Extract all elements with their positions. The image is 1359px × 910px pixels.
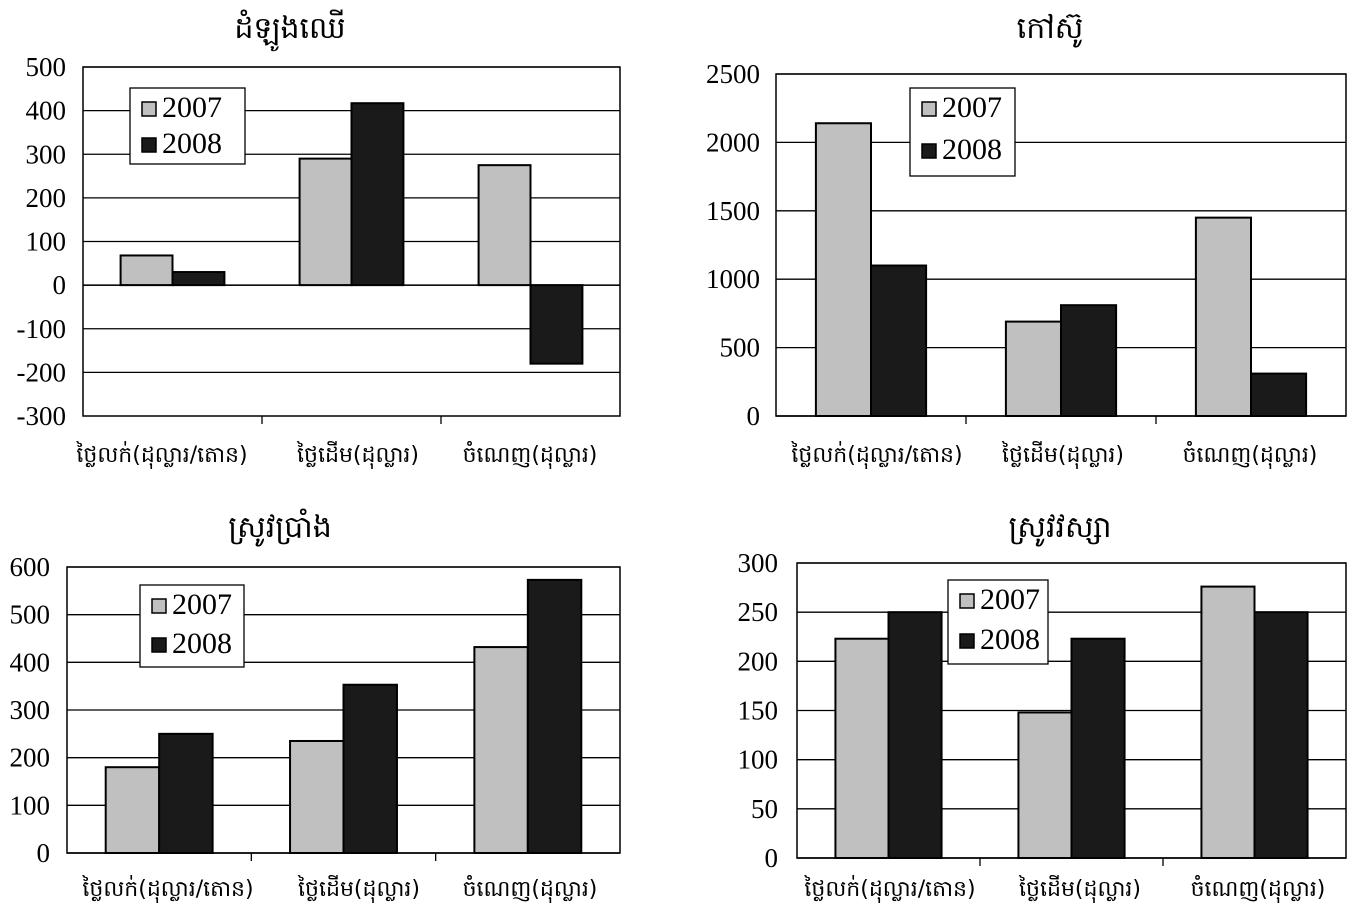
x-category-label: ចំណេញ(ដុល្លារ) <box>463 441 598 469</box>
bar-2008-cat2 <box>342 683 398 855</box>
bar-2008-cat3 <box>529 284 584 365</box>
bar-2008-cat1 <box>887 611 943 860</box>
bar-2008-cat3 <box>1250 372 1308 418</box>
y-tick-label: 0 <box>747 401 761 431</box>
bar-2007-cat3 <box>477 164 532 287</box>
y-tick-label: 2500 <box>706 59 760 89</box>
bar-2008-cat1 <box>870 264 928 417</box>
chart-title: ដំឡូងឈើ <box>234 9 345 52</box>
bar-2008-cat3 <box>1253 611 1309 860</box>
y-tick-label: 0 <box>37 838 51 868</box>
y-tick-label: 1500 <box>706 196 760 226</box>
x-category-label: ចំណេញ(ដុល្លារ) <box>1183 441 1318 469</box>
y-tick-label: -300 <box>17 401 67 431</box>
y-tick-label: 2000 <box>706 127 760 157</box>
legend-swatch-2008 <box>921 143 937 159</box>
bar-2008-cat2 <box>1070 637 1126 860</box>
y-tick-label: 0 <box>765 843 779 873</box>
bar-2007-cat2 <box>1017 711 1073 860</box>
legend-label: 2007 <box>172 588 232 621</box>
bar-2007-cat3 <box>1194 216 1253 417</box>
y-tick-label: 400 <box>26 96 67 126</box>
legend-swatch-2007 <box>959 593 975 609</box>
bar-2007-cat1 <box>104 766 161 855</box>
y-tick-label: 500 <box>720 333 761 363</box>
y-tick-label: 500 <box>10 600 51 630</box>
chart-title: ស្រូវវស្សា <box>1008 510 1111 547</box>
bar-2007-cat2 <box>1004 320 1063 417</box>
y-tick-label: 100 <box>738 745 779 775</box>
bar-2008-cat2 <box>1060 304 1118 417</box>
bar-2008-cat1 <box>158 732 214 854</box>
legend-label: 2008 <box>942 133 1002 166</box>
y-tick-label: 100 <box>26 227 67 257</box>
y-tick-label: -100 <box>17 314 67 344</box>
bar-2007-cat1 <box>814 122 873 418</box>
bar-2008-cat2 <box>350 102 405 287</box>
chart-title: ស្រូវប្រាំង <box>228 508 332 547</box>
y-tick-label: 200 <box>10 743 51 773</box>
bar-2008-cat3 <box>526 578 583 854</box>
y-tick-label: 200 <box>738 646 779 676</box>
legend-swatch-2008 <box>959 633 975 649</box>
legend-swatch-2007 <box>921 101 937 117</box>
bar-2007-cat3 <box>473 646 529 855</box>
legend-label: 2007 <box>980 583 1040 616</box>
bar-2007-cat3 <box>1200 585 1256 859</box>
y-tick-label: 150 <box>738 696 779 726</box>
x-category-label: ចំណេញ(ដុល្លារ) <box>1191 875 1326 903</box>
y-tick-label: 0 <box>53 270 67 300</box>
bar-2007-cat2 <box>298 157 353 287</box>
legend-swatch-2008 <box>151 637 167 653</box>
x-category-label: ថ្លៃលក់(ដុល្លារ/តោន) <box>790 441 962 469</box>
y-tick-label: 300 <box>738 548 779 578</box>
x-category-label: ចំណេញ(ដុល្លារ) <box>463 875 598 903</box>
bar-2007-cat1 <box>834 637 890 860</box>
legend-label: 2008 <box>172 627 232 660</box>
y-tick-label: 200 <box>26 183 67 213</box>
y-tick-label: 1000 <box>706 264 760 294</box>
legend-label: 2007 <box>162 91 222 124</box>
y-tick-label: 100 <box>10 790 51 820</box>
legend-swatch-2007 <box>151 598 167 614</box>
legend-label: 2007 <box>942 91 1002 124</box>
y-tick-label: 50 <box>751 794 778 824</box>
x-category-label: ថ្លៃដើម(ដុល្លារ) <box>296 441 419 469</box>
legend-label: 2008 <box>162 127 222 160</box>
x-category-label: ថ្លៃដើម(ដុល្លារ) <box>1001 441 1124 469</box>
legend-swatch-2008 <box>141 137 157 153</box>
legend-swatch-2007 <box>141 101 157 117</box>
bar-2007-cat1 <box>119 254 174 287</box>
x-category-label: ថ្លៃដើម(ដុល្លារ) <box>297 875 420 903</box>
x-category-label: ថ្លៃដើម(ដុល្លារ) <box>1018 875 1141 903</box>
bar-2007-cat2 <box>289 739 345 855</box>
legend-label: 2008 <box>980 623 1040 656</box>
y-tick-label: -200 <box>17 357 67 387</box>
y-tick-label: 300 <box>26 139 67 169</box>
y-tick-label: 500 <box>26 52 67 82</box>
y-tick-label: 600 <box>10 552 51 582</box>
y-tick-label: 400 <box>10 647 51 677</box>
chart-title: កៅស៊ូ <box>1017 11 1084 48</box>
y-tick-label: 300 <box>10 695 51 725</box>
x-category-label: ថ្លៃលក់(ដុល្លារ/តោន) <box>803 875 975 903</box>
plot-area-frame <box>82 66 621 417</box>
x-category-label: ថ្លៃលក់(ដុល្លារ/តោន) <box>75 441 247 469</box>
y-tick-label: 250 <box>738 597 779 627</box>
bar-2008-cat1 <box>171 271 226 287</box>
x-category-label: ថ្លៃលក់(ដុល្លារ/តោន) <box>81 875 253 903</box>
